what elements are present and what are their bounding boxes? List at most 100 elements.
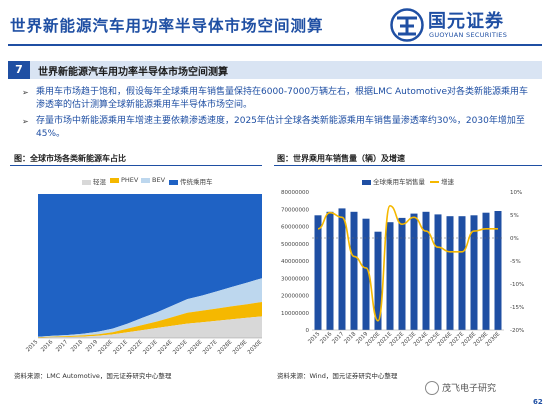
logo-name: 国元证券 <box>428 11 504 32</box>
legend-swatch <box>362 179 371 185</box>
logo-subtitle: GUOYUAN SECURITIES <box>429 31 508 39</box>
legend-label: 增速 <box>441 178 454 186</box>
y-left-tick-label: 40000000 <box>281 259 309 265</box>
y-right-tick-label: -5% <box>510 259 521 265</box>
legend-swatch <box>141 177 150 183</box>
x-tick-label: 2021E <box>112 339 129 356</box>
x-tick-label: 2015 <box>307 331 321 345</box>
bar <box>362 218 370 330</box>
legend-swatch <box>430 181 439 183</box>
bar <box>482 212 490 330</box>
legend-item: 传统乘用车 <box>169 176 213 186</box>
left-chart-legend: 轻混 PHEV BEV 传统乘用车 <box>10 176 262 186</box>
right-chart-legend: 全球乘用车销售量 增速 <box>274 176 542 186</box>
bar <box>446 216 454 330</box>
bullet-list: ➢ 乘用车市场趋于饱和，假设每年全球乘用车销售量保持在6000-7000万辆左右… <box>22 86 537 144</box>
y-left-tick-label: 50000000 <box>281 242 309 248</box>
bar <box>410 213 418 330</box>
y-right-tick-label: -10% <box>510 282 524 288</box>
right-bar-line-chart: 0 10000000 20000000 30000000 40000000 5000000… <box>281 190 524 348</box>
guoyuan-logo-icon <box>390 8 424 42</box>
x-tick-label: 2016 <box>40 339 54 353</box>
y-right-tick-label: -15% <box>510 305 524 311</box>
y-left-tick-label: 70000000 <box>281 207 309 213</box>
x-tick-label: 2018 <box>70 339 84 353</box>
bullet-text: 存量市场中新能源乘用车增速主要依赖渗透速度，2025年估计全球各类新能源乘用车销… <box>36 116 525 139</box>
y-left-tick-label: 60000000 <box>281 225 309 231</box>
bullet-item: ➢ 乘用车市场趋于饱和，假设每年全球乘用车销售量保持在6000-7000万辆左右… <box>22 86 537 112</box>
y-left-tick-label: 30000000 <box>281 276 309 282</box>
legend-item: BEV <box>141 176 165 184</box>
bar <box>398 217 406 330</box>
section-title: 世界新能源汽车用功率半导体市场空间测算 <box>38 67 228 78</box>
left-area-chart: 2015 2016 2017 2018 20192020E2021E2022E2023E… <box>25 194 264 356</box>
x-tick-label: 2030E <box>247 339 264 356</box>
y-left-tick-label: 0 <box>306 328 310 334</box>
section-heading: 7 世界新能源汽车用功率半导体市场空间测算 <box>8 61 542 79</box>
bar <box>386 222 394 330</box>
legend-item: 增速 <box>430 176 454 186</box>
x-tick-label: 2018 <box>343 331 357 345</box>
x-tick-label: 2025E <box>172 339 189 356</box>
bar <box>470 215 478 330</box>
x-tick-label: 2016 <box>319 331 333 345</box>
growth-line <box>317 204 498 322</box>
wechat-watermark-icon <box>425 381 439 395</box>
legend-label: 轻混 <box>93 178 106 186</box>
y-left-tick-label: 20000000 <box>281 294 309 300</box>
arrow-bullet-icon: ➢ <box>22 117 29 126</box>
legend-item: 轻混 <box>82 176 106 186</box>
header-divider <box>8 44 542 46</box>
y-right-tick-label: 5% <box>510 213 519 219</box>
left-chart-title: 图：全球市场各类新能源车占比 <box>14 154 126 163</box>
page-number: 62 <box>533 398 543 406</box>
header: 世界新能源汽车用功率半导体市场空间测算 国元证券 GUOYUAN SECURIT… <box>0 0 550 46</box>
section-number: 7 <box>8 61 30 79</box>
bar <box>338 208 346 330</box>
legend-label: 传统乘用车 <box>180 178 213 186</box>
area-PHEV <box>38 302 262 338</box>
logo: 国元证券 GUOYUAN SECURITIES <box>390 8 540 42</box>
y-left-tick-label: 10000000 <box>281 311 309 317</box>
watermark-text: 茂飞电子研究 <box>442 384 497 394</box>
bullet-text: 乘用车市场趋于饱和，假设每年全球乘用车销售量保持在6000-7000万辆左右，根… <box>36 87 529 110</box>
bar <box>374 231 382 330</box>
bar <box>422 211 430 330</box>
legend-item: PHEV <box>110 176 138 184</box>
x-tick-label: 2017 <box>55 339 69 353</box>
bar <box>434 214 442 330</box>
x-tick-label: 2026E <box>187 339 204 356</box>
area-传统乘用车 <box>38 194 262 337</box>
bullet-item: ➢ 存量市场中新能源乘用车增速主要依赖渗透速度，2025年估计全球各类新能源乘用… <box>22 115 537 141</box>
right-chart-rule <box>274 165 542 166</box>
y-left-tick-label: 80000000 <box>281 190 309 196</box>
bar <box>350 211 358 330</box>
legend-label: PHEV <box>121 176 139 184</box>
x-tick-label: 2028E <box>217 339 234 356</box>
left-chart-rule <box>10 165 262 166</box>
area-轻混 <box>38 316 262 338</box>
x-tick-label: 2022E <box>127 339 144 356</box>
legend-label: BEV <box>152 176 166 184</box>
y-right-tick-label: -20% <box>510 328 524 334</box>
x-tick-label: 2017 <box>331 331 345 345</box>
area-BEV <box>38 278 262 338</box>
bar <box>458 216 466 330</box>
left-chart-source: 资料来源：LMC Automotive，国元证券研究中心整理 <box>14 372 172 380</box>
legend-swatch <box>110 177 119 183</box>
y-right-tick-label: 0% <box>510 236 519 242</box>
legend-item: 全球乘用车销售量 <box>362 176 425 186</box>
x-tick-label: 2023E <box>142 339 159 356</box>
x-tick-label: 2020E <box>97 339 114 356</box>
bar <box>494 211 502 330</box>
bar <box>314 215 322 330</box>
x-tick-label: 2029E <box>232 339 249 356</box>
right-chart-source: 资料来源：Wind，国元证券研究中心整理 <box>277 372 398 380</box>
legend-swatch <box>169 179 178 185</box>
legend-swatch <box>82 179 91 185</box>
page-title: 世界新能源汽车用功率半导体市场空间测算 <box>10 17 324 35</box>
right-chart-title: 图：世界乘用车销售量（辆）及增速 <box>277 154 405 163</box>
y-right-tick-label: 10% <box>510 190 522 196</box>
x-tick-label: 2024E <box>157 339 174 356</box>
x-tick-label: 2015 <box>25 339 39 353</box>
